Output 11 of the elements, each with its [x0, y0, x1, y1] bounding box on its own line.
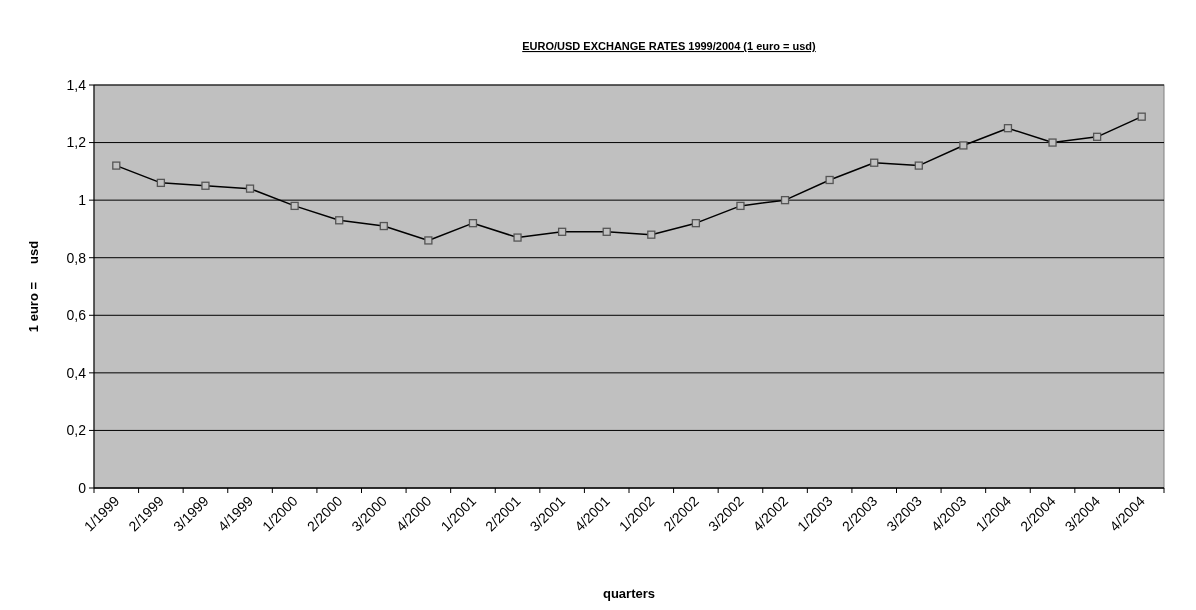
y-tick-label: 0,8: [66, 249, 87, 266]
y-tick-label: 1,2: [66, 134, 87, 151]
chart-title: EURO/USD EXCHANGE RATES 1999/2004 (1 euro = usd): [522, 40, 817, 52]
y-tick-label: 0,6: [66, 307, 87, 324]
x-axis-title: quarters: [602, 586, 656, 601]
y-axis-title: 1 euro = usd: [26, 240, 41, 333]
y-tick-label: 0,2: [66, 422, 87, 439]
y-tick-label: 0: [78, 479, 87, 496]
y-tick-label: 1,4: [66, 76, 87, 93]
y-tick-label: 0,4: [66, 364, 87, 381]
y-tick-label: 1: [78, 192, 87, 209]
